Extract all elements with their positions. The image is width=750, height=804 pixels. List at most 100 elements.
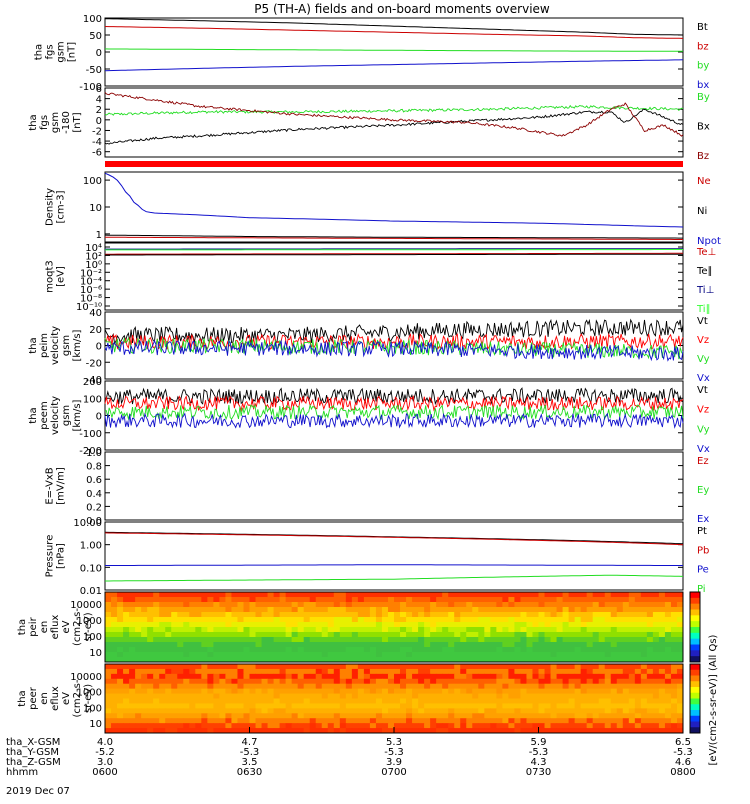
heatmap-cell (490, 632, 497, 638)
heatmap-cell (629, 642, 636, 648)
heatmap-cell (165, 718, 172, 723)
heatmap-cell (490, 652, 497, 658)
heatmap-cell (490, 689, 497, 694)
heatmap-cell (135, 664, 142, 669)
heatmap-cell (123, 703, 130, 708)
heatmap-cell (496, 703, 503, 708)
heatmap-cell (129, 718, 136, 723)
heatmap-cell (262, 652, 269, 658)
heatmap-cell (665, 602, 672, 608)
heatmap-cell (298, 612, 305, 618)
heatmap-cell (370, 694, 377, 699)
heatmap-cell (520, 699, 527, 704)
heatmap-cell (551, 642, 558, 648)
heatmap-cell (310, 694, 317, 699)
heatmap-cell (268, 617, 275, 623)
heatmap-cell (406, 664, 413, 669)
heatmap-cell (231, 723, 238, 728)
heatmap-cell (394, 612, 401, 618)
heatmap-cell (418, 632, 425, 638)
heatmap-cell (165, 674, 172, 679)
heatmap-cell (370, 679, 377, 684)
heatmap-cell (653, 703, 660, 708)
heatmap-cell (262, 617, 269, 623)
heatmap-cell (268, 703, 275, 708)
y-tick-label: -50 (86, 65, 102, 76)
heatmap-cell (436, 592, 443, 598)
y-axis-label: eflux (50, 686, 61, 711)
colorbar-segment (690, 722, 700, 728)
heatmap-cell (587, 597, 594, 603)
heatmap-cell (532, 637, 539, 643)
heatmap-cell (286, 689, 293, 694)
heatmap-cell (388, 627, 395, 633)
heatmap-cell (135, 669, 142, 674)
heatmap-cell (400, 637, 407, 643)
heatmap-cell (201, 713, 208, 718)
heatmap-cell (394, 592, 401, 598)
heatmap-cell (400, 718, 407, 723)
heatmap-cell (123, 597, 130, 603)
heatmap-cell (569, 612, 576, 618)
heatmap-cell (532, 679, 539, 684)
heatmap-cell (195, 694, 202, 699)
heatmap-cell (599, 652, 606, 658)
heatmap-cell (502, 607, 509, 613)
heatmap-cell (659, 612, 666, 618)
heatmap-cell (418, 622, 425, 628)
legend-label: Ti⊥ (696, 285, 714, 296)
heatmap-cell (183, 592, 190, 598)
heatmap-cell (328, 664, 335, 669)
heatmap-cell (460, 679, 467, 684)
heatmap-cell (213, 699, 220, 704)
heatmap-cell (250, 627, 257, 633)
heatmap-cell (551, 718, 558, 723)
heatmap-cell (225, 617, 232, 623)
heatmap-cell (611, 617, 618, 623)
heatmap-cell (292, 607, 299, 613)
heatmap-cell (514, 664, 521, 669)
heatmap-cell (322, 647, 329, 653)
heatmap-cell (346, 607, 353, 613)
heatmap-cell (364, 684, 371, 689)
heatmap-cell (460, 689, 467, 694)
heatmap-cell (436, 713, 443, 718)
heatmap-cell (653, 617, 660, 623)
heatmap-cell (514, 602, 521, 608)
heatmap-cell (454, 612, 461, 618)
heatmap-cell (641, 694, 648, 699)
heatmap-cell (153, 622, 160, 628)
heatmap-cell (641, 664, 648, 669)
heatmap-cell (243, 713, 250, 718)
heatmap-cell (605, 723, 612, 728)
heatmap-cell (623, 592, 630, 598)
heatmap-cell (466, 723, 473, 728)
heatmap-cell (213, 723, 220, 728)
heatmap-cell (328, 642, 335, 648)
heatmap-cell (364, 617, 371, 623)
heatmap-cell (129, 713, 136, 718)
heatmap-cell (352, 674, 359, 679)
heatmap-cell (388, 647, 395, 653)
heatmap-cell (496, 652, 503, 658)
heatmap-cell (520, 679, 527, 684)
heatmap-cell (617, 684, 624, 689)
heatmap-cell (340, 723, 347, 728)
legend-label: Pt (697, 526, 707, 537)
heatmap-cell (424, 674, 431, 679)
heatmap-cell (171, 664, 178, 669)
heatmap-cell (484, 684, 491, 689)
heatmap-cell (436, 632, 443, 638)
heatmap-cell (370, 592, 377, 598)
heatmap-cell (514, 632, 521, 638)
heatmap-cell (454, 622, 461, 628)
heatmap-cell (292, 718, 299, 723)
heatmap-cell (514, 607, 521, 613)
heatmap-cell (484, 597, 491, 603)
heatmap-cell (605, 679, 612, 684)
heatmap-cell (111, 713, 118, 718)
heatmap-cell (484, 607, 491, 613)
heatmap-cell (466, 664, 473, 669)
heatmap-cell (153, 664, 160, 669)
heatmap-cell (274, 612, 281, 618)
